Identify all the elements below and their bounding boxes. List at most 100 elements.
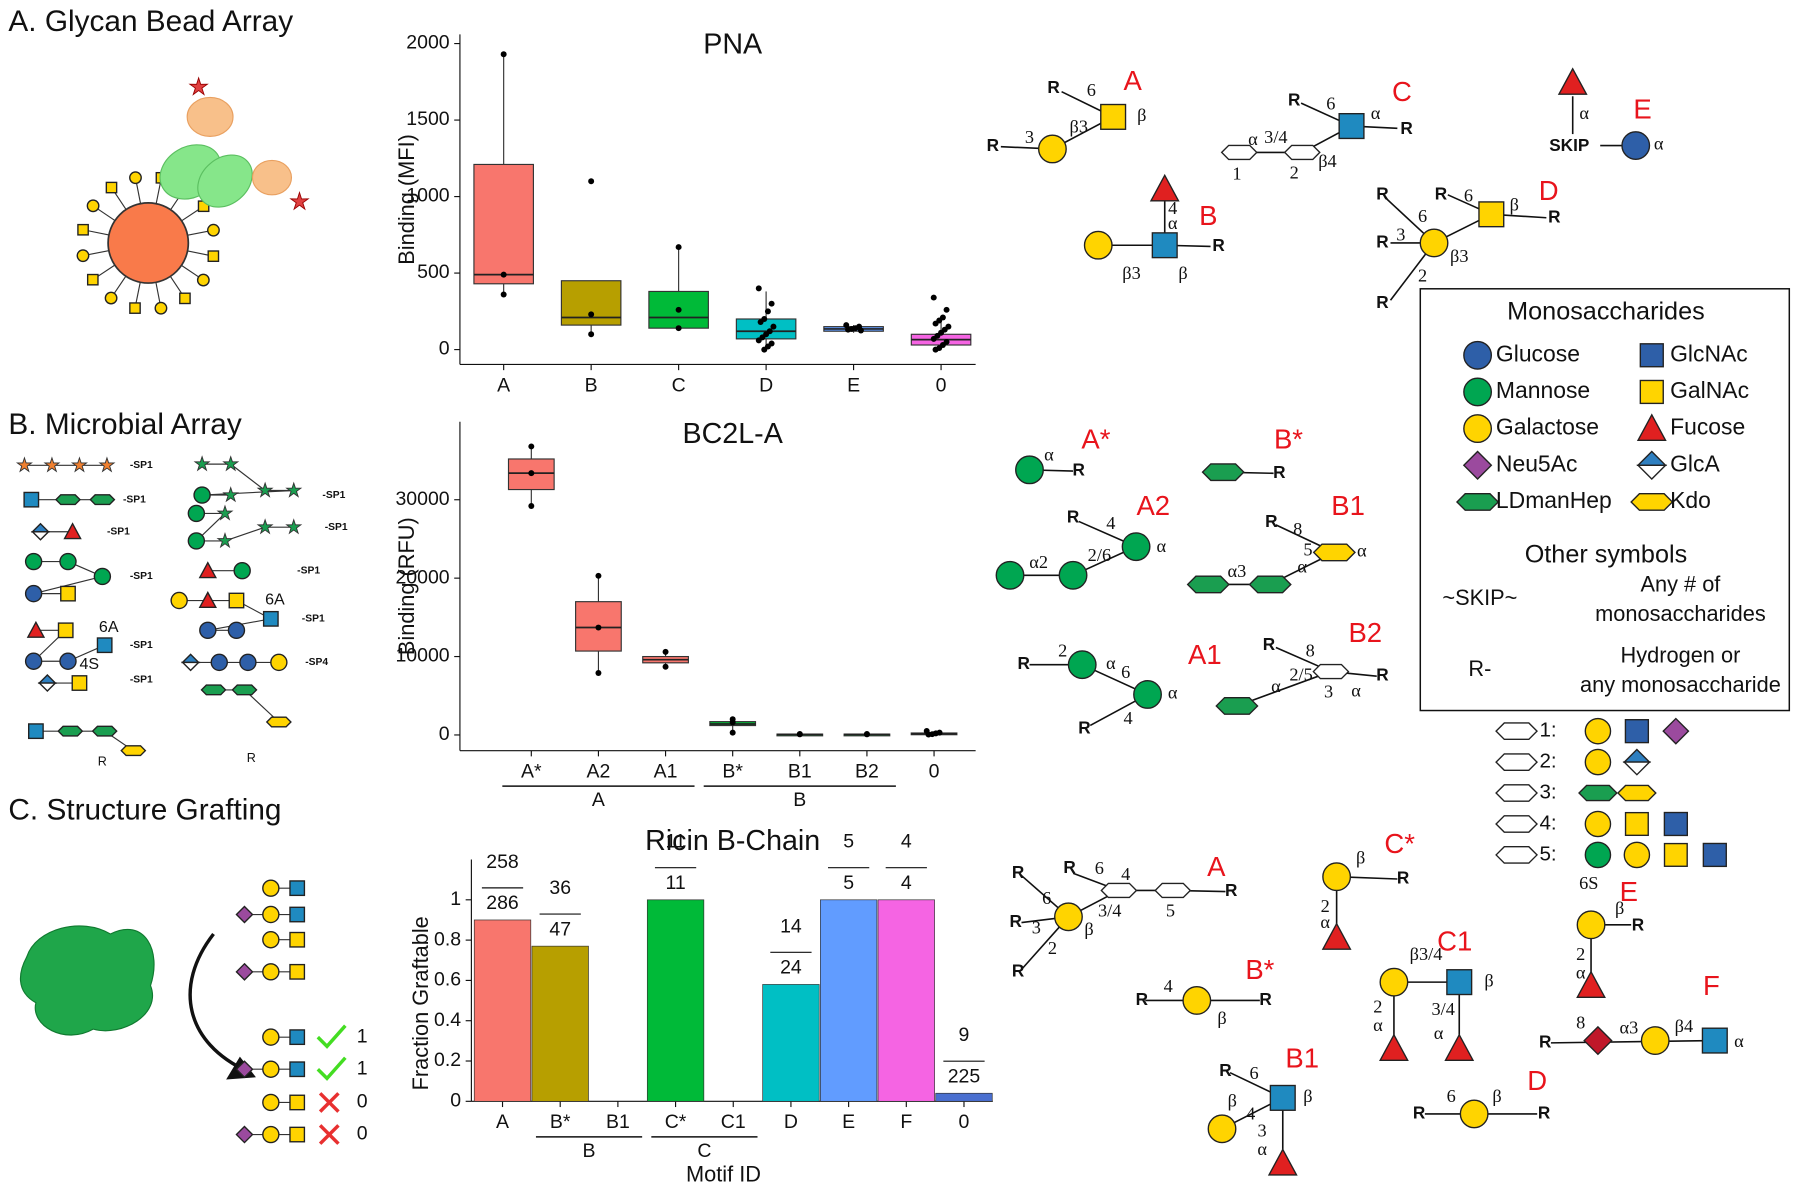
ring-key-label: 3: (1539, 780, 1556, 803)
glycan-annotation: R (1263, 634, 1276, 654)
x-tick-label: A (496, 1111, 509, 1133)
x-tick-label: B* (550, 1111, 571, 1133)
glycan-symbol (1636, 413, 1667, 441)
array-label: -SP1 (130, 640, 153, 651)
glycan-annotation: R (1012, 960, 1025, 980)
protein (20, 925, 155, 1036)
lectin (197, 154, 253, 208)
x-tick-label: C* (665, 1111, 687, 1133)
x-tick-label: C1 (721, 1111, 746, 1133)
motif-label: C (1392, 76, 1412, 107)
glycan-symbol (30, 522, 51, 533)
y-tick-label: 1000 (406, 185, 449, 207)
glycan-annotation: R (1376, 232, 1389, 252)
glycan-symbol (1419, 228, 1449, 258)
glycan-symbol (262, 1125, 280, 1144)
glycan-symbol (289, 1094, 306, 1111)
linker (202, 489, 294, 496)
glycan-symbol (196, 273, 210, 287)
data-point (768, 300, 775, 307)
glycan-symbol (1121, 532, 1151, 562)
ring-key-label: 4: (1539, 811, 1556, 834)
glycan-annotation: R (1010, 911, 1023, 931)
glycan-symbol (15, 456, 33, 473)
x-tick-label: B2 (855, 761, 879, 783)
x-tick-label: E (842, 1111, 855, 1133)
group-label: A (592, 789, 605, 811)
bar (473, 919, 532, 1102)
glycan-annotation: R (1012, 862, 1025, 882)
glycan-symbol (1584, 841, 1612, 869)
glycan-symbol (43, 456, 61, 473)
glycan-annotation: α (1373, 1015, 1383, 1035)
glycan-symbol (289, 1029, 306, 1046)
glycan-symbol (1149, 173, 1180, 202)
glycan-symbol (1446, 969, 1473, 996)
glycan-symbol (1702, 842, 1727, 868)
glycan-symbol (1463, 340, 1493, 370)
y-tick-label: 0.2 (434, 1049, 461, 1071)
glycan-annotation: 8 (1293, 519, 1302, 539)
x-tick-label: B1 (788, 761, 812, 783)
glycan-symbol (59, 552, 77, 571)
glycan-symbol (1100, 103, 1127, 130)
data-point (764, 308, 771, 315)
glycan-annotation: 2 (1290, 162, 1299, 182)
glycan-symbol (995, 560, 1025, 590)
box (473, 163, 534, 285)
glycan-symbol (89, 494, 116, 506)
glycan-symbol (77, 223, 89, 236)
data-point (757, 319, 764, 326)
glycan-annotation: R (987, 135, 1000, 155)
glycan-annotation: 6 (1095, 858, 1104, 878)
glycan-symbol (1015, 455, 1044, 485)
glycan-annotation: β3 (1450, 246, 1469, 266)
data-point (729, 729, 736, 736)
glycan-annotation: α (1257, 1139, 1267, 1159)
bar (531, 945, 589, 1102)
glycan-annotation: 4 (1106, 513, 1115, 533)
glycan-annotation: 3 (1324, 682, 1333, 702)
array-label: 4S (79, 655, 99, 673)
glycan-symbol (1584, 748, 1612, 776)
y-tick-label: 10000 (395, 645, 449, 667)
glycan-symbol (1639, 379, 1664, 405)
glycan-annotation: α (1106, 653, 1116, 673)
y-axis-label: Binding (MFI) (394, 134, 419, 265)
motif-label: A (1207, 851, 1226, 882)
glycan-symbol (60, 585, 76, 602)
glycan-symbol (1083, 230, 1113, 260)
glycan-symbol (1283, 144, 1321, 161)
x-tick-label: A1 (654, 761, 678, 783)
glycan-annotation: 3 (1258, 1120, 1267, 1140)
glycan-symbol (1054, 902, 1083, 932)
glycan-symbol (1154, 882, 1192, 899)
glycan-symbol (1576, 910, 1606, 940)
glycan-symbol (289, 931, 306, 948)
glycan-annotation: α (1654, 134, 1664, 154)
glycan-symbol (27, 723, 44, 740)
glycan-symbol (262, 610, 279, 627)
glycan-symbol (63, 522, 82, 540)
glycan-annotation: R (1047, 77, 1060, 97)
bar (877, 899, 935, 1102)
array-label: -SP1 (130, 674, 153, 685)
glycan-symbol (187, 504, 206, 523)
glycan-annotation: β (1303, 1086, 1312, 1106)
array-label: -SP1 (130, 571, 153, 582)
glycan-symbol (1630, 493, 1674, 511)
glycan-symbol (1624, 811, 1649, 837)
glycan-symbol (289, 1126, 306, 1143)
x-tick-label: A2 (587, 761, 611, 783)
glycan-annotation: R (1435, 183, 1448, 203)
glycan-symbol (154, 301, 168, 315)
glycan-symbol (1624, 719, 1650, 744)
motif-label: D (1527, 1065, 1547, 1096)
data-point (932, 346, 939, 353)
fluor-star (289, 191, 310, 211)
glycan-annotation: β3 (1122, 263, 1141, 283)
linker (230, 463, 266, 491)
glycan-symbol (1322, 862, 1352, 892)
glycan-annotation: 3 (1025, 127, 1034, 147)
glycan-annotation: R (1632, 915, 1645, 935)
